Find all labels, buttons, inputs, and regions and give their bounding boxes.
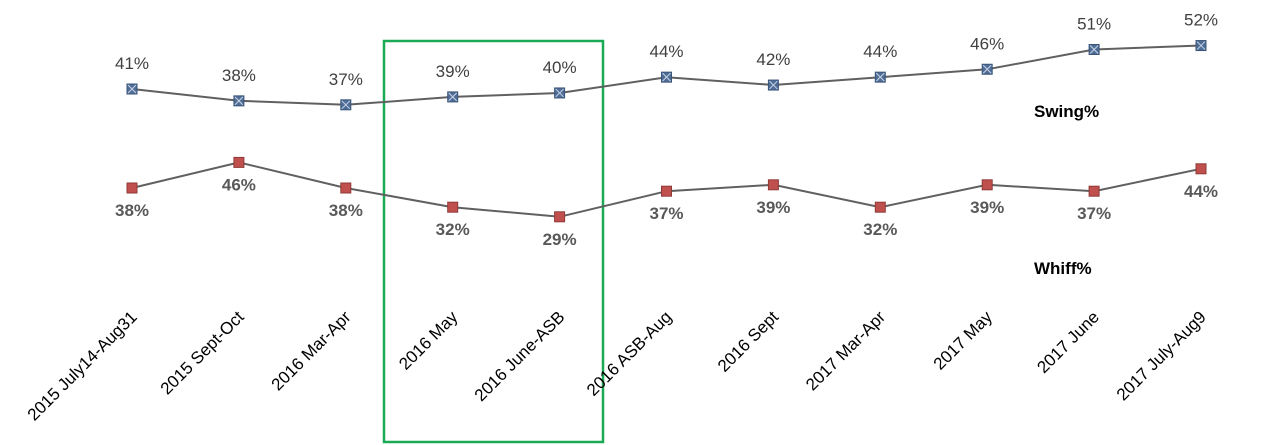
- marker-swing-4: [554, 87, 566, 99]
- x-tick-label-6: 2016 Sept: [714, 307, 782, 375]
- data-label-whiff-2: 38%: [329, 201, 363, 220]
- marker-swing-1: [233, 95, 245, 107]
- data-label-whiff-3: 32%: [436, 220, 470, 239]
- marker-whiff-7: [874, 201, 886, 213]
- data-label-swing-0: 41%: [115, 54, 149, 73]
- x-tick-label-8: 2017 May: [930, 307, 997, 374]
- data-label-swing-4: 40%: [543, 58, 577, 77]
- data-label-whiff-5: 37%: [649, 204, 683, 223]
- data-label-whiff-4: 29%: [543, 230, 577, 249]
- marker-whiff-6: [767, 179, 779, 191]
- marker-whiff-9: [1088, 185, 1100, 197]
- data-label-whiff-6: 39%: [756, 198, 790, 217]
- marker-swing-7: [874, 71, 886, 83]
- x-tick-label-7: 2017 Mar-Apr: [802, 307, 889, 394]
- marker-swing-6: [767, 79, 779, 91]
- series-name-swing: Swing%: [1034, 102, 1099, 121]
- data-label-swing-5: 44%: [649, 42, 683, 61]
- x-tick-label-10: 2017 July-Aug9: [1113, 307, 1210, 404]
- x-tick-label-0: 2015 July14-Aug31: [24, 307, 141, 424]
- x-tick-label-2: 2016 Mar-Apr: [268, 307, 355, 394]
- x-tick-label-9: 2017 June: [1033, 307, 1103, 377]
- marker-whiff-3: [447, 201, 459, 213]
- x-tick-label-4: 2016 June-ASB: [471, 307, 569, 405]
- marker-swing-0: [126, 83, 138, 95]
- data-label-swing-10: 52%: [1184, 11, 1218, 30]
- marker-whiff-1: [233, 156, 245, 168]
- data-label-swing-1: 38%: [222, 66, 256, 85]
- marker-swing-3: [447, 91, 459, 103]
- marker-whiff-4: [554, 211, 566, 223]
- x-tick-label-5: 2016 ASB-Aug: [583, 307, 675, 399]
- data-label-whiff-0: 38%: [115, 201, 149, 220]
- data-label-whiff-1: 46%: [222, 175, 256, 194]
- data-label-whiff-8: 39%: [970, 198, 1004, 217]
- data-label-swing-2: 37%: [329, 70, 363, 89]
- marker-whiff-0: [126, 182, 138, 194]
- series-name-whiff: Whiff%: [1034, 259, 1092, 278]
- marker-swing-2: [340, 99, 352, 111]
- data-label-whiff-7: 32%: [863, 220, 897, 239]
- x-axis-tick-labels: 2015 July14-Aug31 2015 Sept-Oct 2016 Mar-A…: [24, 307, 1210, 424]
- marker-whiff-8: [981, 179, 993, 191]
- data-label-swing-3: 39%: [436, 62, 470, 81]
- data-labels: 41% 38% 37% 39% 40% 44% 42% 44% 46% 51% 52% 38% 46% 3…: [115, 11, 1218, 249]
- marker-swing-10: [1195, 40, 1207, 52]
- marker-swing-9: [1088, 44, 1100, 55]
- x-tick-label-1: 2015 Sept-Oct: [157, 307, 248, 398]
- marker-whiff-10: [1195, 163, 1207, 175]
- data-label-swing-7: 44%: [863, 42, 897, 61]
- data-label-swing-9: 51%: [1077, 15, 1111, 34]
- data-label-swing-6: 42%: [756, 50, 790, 69]
- marker-swing-8: [981, 63, 993, 75]
- highlight-box: [382, 39, 605, 444]
- data-label-swing-8: 46%: [970, 34, 1004, 53]
- marker-swing-5: [661, 71, 672, 83]
- data-label-whiff-10: 44%: [1184, 182, 1218, 201]
- series-markers: [126, 40, 1207, 223]
- data-label-whiff-9: 37%: [1077, 204, 1111, 223]
- x-tick-label-3: 2016 May: [395, 307, 462, 374]
- marker-whiff-5: [661, 185, 672, 197]
- marker-whiff-2: [340, 182, 352, 194]
